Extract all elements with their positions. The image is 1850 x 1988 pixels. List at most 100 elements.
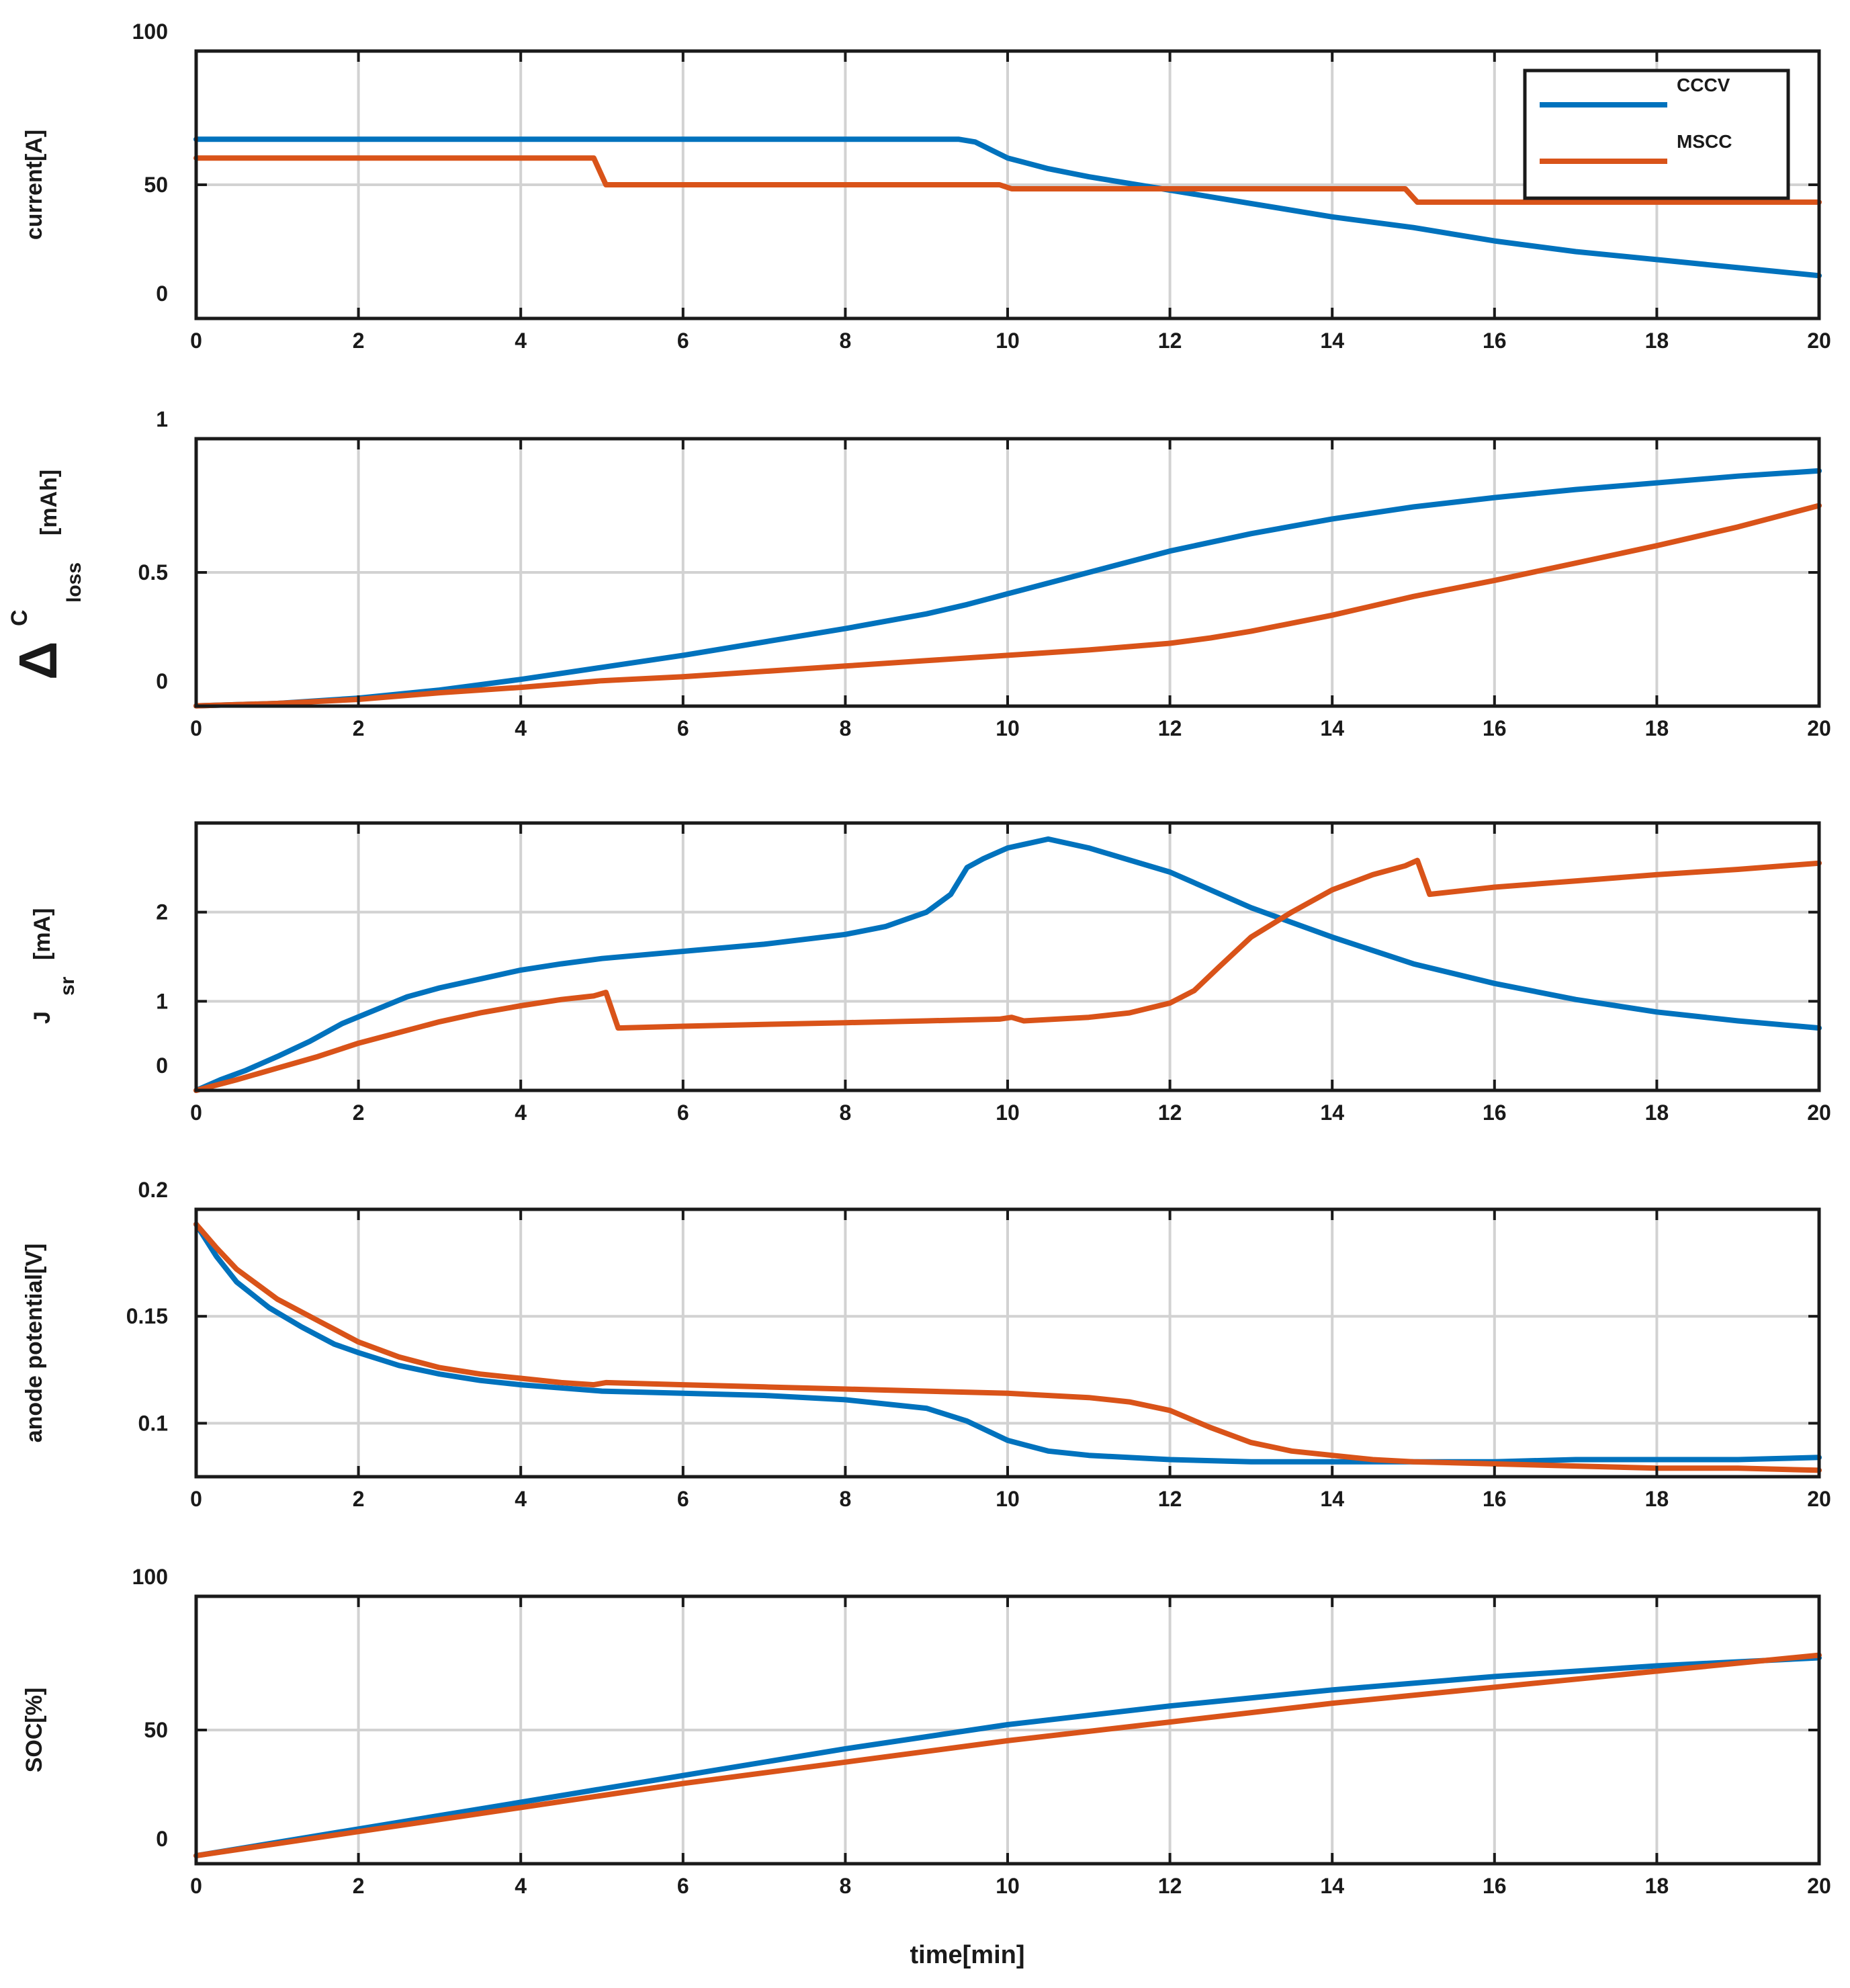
x-tick-label: 4	[515, 329, 527, 353]
x-tick-label: 10	[996, 329, 1020, 353]
x-axis-label: time[min]	[910, 1941, 1025, 1969]
x-tick-label: 18	[1645, 1100, 1669, 1125]
x-tick-label: 20	[1807, 716, 1831, 740]
y-tick-label: 100	[132, 1565, 168, 1589]
x-tick-label: 20	[1807, 1487, 1831, 1511]
series-line-cccv	[193, 836, 1822, 1093]
y-tick-label: 2	[156, 900, 168, 924]
x-tick-label: 10	[996, 1874, 1020, 1898]
x-tick-label: 16	[1483, 1487, 1507, 1511]
x-tick-label: 6	[677, 716, 689, 740]
x-tick-label: 0	[190, 329, 202, 353]
x-tick-label: 12	[1158, 716, 1182, 740]
x-tick-label: 14	[1320, 1874, 1344, 1898]
series-line-mscc	[193, 857, 1822, 1093]
x-tick-label: 18	[1645, 329, 1669, 353]
panel-current: 0 2 4 6 8 10 12 14 16 18 20 0 50 100 current[A] CCCV MSC…	[21, 19, 1831, 353]
x-tick-label: 2	[353, 1487, 365, 1511]
x-tick-label: 2	[353, 1100, 365, 1125]
x-tick-label: 0	[190, 1100, 202, 1125]
x-tick-label: 12	[1158, 1874, 1182, 1898]
y-axis-label: anode potential[V]	[21, 1244, 47, 1443]
x-tick-label: 4	[515, 1874, 527, 1898]
y-tick-label: 0.2	[138, 1178, 168, 1202]
x-tick-label: 12	[1158, 329, 1182, 353]
x-tick-label: 0	[190, 716, 202, 740]
x-tick-label: 2	[353, 716, 365, 740]
y-axis-label: Jsr[mA]	[30, 908, 79, 1024]
y-tick-label: 0	[156, 669, 168, 693]
y-tick-label: 100	[132, 19, 168, 44]
x-tick-label: 14	[1320, 716, 1344, 740]
y-axis-label: current[A]	[21, 130, 47, 240]
x-tick-label: 18	[1645, 1487, 1669, 1511]
series-line-mscc	[193, 155, 1822, 205]
series-line-mscc	[193, 1221, 1822, 1473]
y-tick-label: 0	[156, 1053, 168, 1078]
y-tick-label: 1	[156, 989, 168, 1013]
x-tick-label: 10	[996, 716, 1020, 740]
x-tick-label: 0	[190, 1874, 202, 1898]
x-tick-label: 12	[1158, 1100, 1182, 1125]
x-tick-label: 10	[996, 1487, 1020, 1511]
y-tick-label: 0.15	[126, 1304, 168, 1328]
x-tick-label: 14	[1320, 1487, 1344, 1511]
x-tick-label: 8	[840, 329, 852, 353]
y-label-unit: [mA]	[30, 908, 55, 960]
panel-soc: 0 2 4 6 8 10 12 14 16 18 20 0 50 100 SOC[%] time[min]	[21, 1565, 1831, 1969]
y-label-subscript: loss	[63, 562, 85, 603]
x-tick-label: 14	[1320, 329, 1344, 353]
y-tick-label: 50	[144, 173, 168, 197]
legend: CCCV MSCC	[1523, 69, 1790, 200]
x-tick-label: 8	[840, 716, 852, 740]
series-line-mscc	[193, 1652, 1822, 1859]
x-tick-label: 6	[677, 329, 689, 353]
x-tick-label: 8	[840, 1874, 852, 1898]
x-tick-label: 18	[1645, 716, 1669, 740]
x-tick-label: 16	[1483, 716, 1507, 740]
x-tick-label: 20	[1807, 1100, 1831, 1125]
legend-label-mscc: MSCC	[1677, 131, 1732, 152]
x-tick-label: 20	[1807, 1874, 1831, 1898]
y-tick-label: 0	[156, 1827, 168, 1851]
y-tick-label: 0	[156, 282, 168, 306]
x-tick-label: 2	[353, 329, 365, 353]
delta-symbol: Δ	[8, 642, 68, 681]
legend-label-cccv: CCCV	[1677, 75, 1730, 95]
y-tick-label: 1	[156, 407, 168, 431]
x-tick-label: 16	[1483, 1100, 1507, 1125]
x-tick-label: 14	[1320, 1100, 1344, 1125]
series-line-cccv	[193, 468, 1822, 709]
y-tick-label: 50	[144, 1718, 168, 1742]
x-tick-label: 4	[515, 1487, 527, 1511]
x-tick-label: 6	[677, 1487, 689, 1511]
x-tick-label: 4	[515, 716, 527, 740]
x-tick-label: 6	[677, 1874, 689, 1898]
x-tick-label: 2	[353, 1874, 365, 1898]
x-tick-label: 20	[1807, 329, 1831, 353]
x-tick-label: 18	[1645, 1874, 1669, 1898]
y-label-main: J	[30, 1011, 55, 1024]
series-line-mscc	[193, 503, 1822, 709]
x-tick-label: 12	[1158, 1487, 1182, 1511]
x-tick-label: 8	[840, 1100, 852, 1125]
y-tick-label: 0.1	[138, 1411, 168, 1435]
x-tick-label: 4	[515, 1100, 527, 1125]
y-label-main: C	[7, 609, 32, 626]
x-tick-label: 16	[1483, 329, 1507, 353]
panel-anode: 0 2 4 6 8 10 12 14 16 18 20 0.1 0.15 0.2 anode potenti…	[21, 1178, 1831, 1511]
y-tick-label: 0.5	[138, 560, 168, 585]
series-line-cccv	[193, 1655, 1822, 1859]
y-label-subscript: sr	[56, 976, 79, 996]
x-tick-label: 8	[840, 1487, 852, 1511]
x-tick-label: 10	[996, 1100, 1020, 1125]
y-axis-label: SOC[%]	[21, 1688, 47, 1773]
y-label-unit: [mAh]	[36, 470, 62, 535]
legend-box	[1523, 69, 1790, 200]
x-tick-label: 0	[190, 1487, 202, 1511]
series-line-cccv	[193, 136, 1822, 279]
